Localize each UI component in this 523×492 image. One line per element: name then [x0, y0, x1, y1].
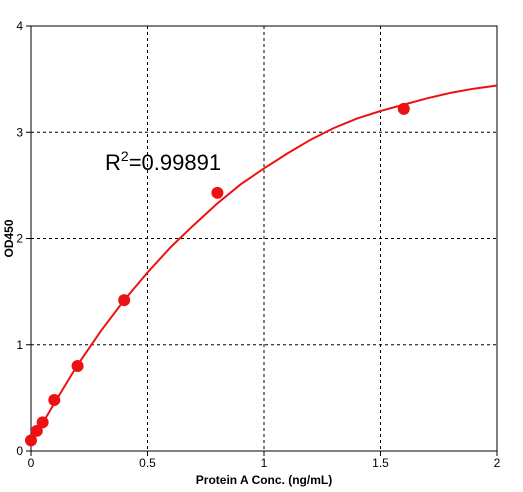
x-tick-label: 0.5 [139, 456, 156, 470]
x-tick-label: 1 [261, 456, 268, 470]
r-squared-annotation: R2=0.99891 [105, 148, 221, 175]
data-point-3 [48, 394, 61, 406]
grid [31, 26, 497, 451]
data-point-6 [211, 186, 224, 199]
y-axis-title: OD450 [2, 219, 16, 257]
x-axis-title: Protein A Conc. (ng/mL) [196, 473, 332, 487]
x-tick-label: 1.5 [372, 456, 389, 470]
x-tick-label: 2 [494, 456, 501, 470]
y-tick-label: 0 [16, 444, 23, 458]
data-point-5 [118, 294, 131, 307]
x-tick-label: 0 [28, 456, 35, 470]
data-point-0 [25, 434, 37, 447]
r-squared-prefix: R [105, 150, 121, 175]
y-tick-label: 4 [16, 19, 23, 33]
data-point-1 [30, 424, 43, 437]
r-squared-superscript: 2 [121, 148, 129, 164]
r-squared-value: =0.99891 [129, 150, 221, 175]
data-point-7 [397, 102, 410, 115]
y-tick-label: 1 [16, 338, 23, 352]
y-tick-label: 3 [16, 125, 23, 139]
data-point-4 [71, 360, 84, 372]
fit-curve [30, 84, 498, 442]
y-tick-label: 2 [16, 232, 23, 246]
axis-ticks: 0 0.5 1 1.5 2 0 1 2 3 4 [16, 19, 500, 470]
data-point-2 [36, 416, 49, 429]
data-points [25, 102, 410, 447]
